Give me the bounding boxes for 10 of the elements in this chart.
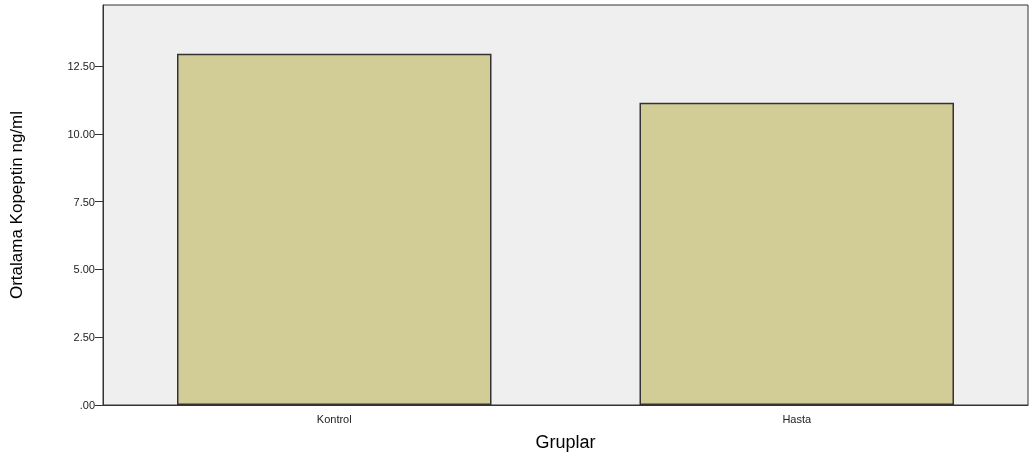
y-tick-label: 7.50	[73, 195, 95, 208]
x-tick-label: Hasta	[782, 412, 812, 425]
y-tick-label: 12.50	[67, 60, 95, 73]
y-tick-label: 10.00	[67, 127, 95, 140]
x-axis-title: Gruplar	[535, 432, 596, 452]
x-tick-label: Kontrol	[316, 412, 352, 425]
y-axis-title: Ortalama Kopeptin ng/ml	[7, 110, 26, 300]
y-tick-label: 5.00	[73, 263, 95, 276]
y-tick-label: .00	[79, 399, 95, 411]
y-tick-label: 2.50	[73, 331, 95, 344]
